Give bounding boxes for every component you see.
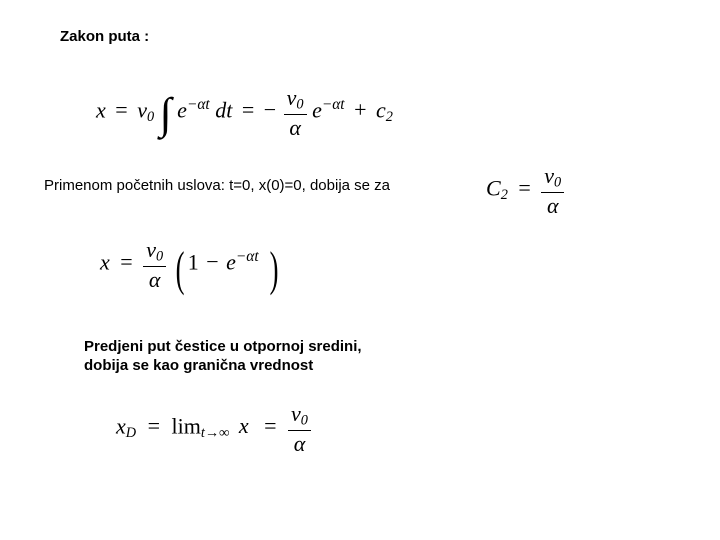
eq4-eq1: = [148, 413, 160, 438]
eq3-e: e [226, 249, 236, 274]
equation-integral: x = v0 ∫ e−αt dt = − v0 α e−αt + c2 [96, 86, 393, 139]
eq1-e2: e [312, 97, 322, 122]
eq1-minus: − [264, 97, 276, 122]
eq1-csub: 2 [386, 109, 393, 125]
eq4-eq2: = [264, 413, 276, 438]
eq4-den: α [288, 431, 311, 455]
eq4-limsub: t→∞ [201, 425, 229, 441]
eq4-x2: x [239, 413, 249, 438]
eq1-dt: dt [215, 97, 232, 122]
eq3-one: 1 [188, 249, 199, 274]
eq4-lim: lim [172, 413, 201, 438]
eq2-vsub: 0 [554, 175, 561, 191]
page: Zakon puta : x = v0 ∫ e−αt dt = − v0 α e… [0, 0, 720, 540]
equation-x-solution: x = v0 α (1 − e−αt ) [100, 238, 282, 291]
text-initial-conditions: Primenom početnih uslova: t=0, x(0)=0, d… [44, 177, 390, 194]
eq1-v: v [137, 97, 147, 122]
eq1-x: x [96, 97, 106, 122]
eq3-v: v [146, 237, 156, 262]
eq4-vsub: 0 [301, 413, 308, 429]
eq3-lpar: ( [175, 253, 184, 287]
eq3-x: x [100, 249, 110, 274]
eq3-rpar: ) [270, 253, 279, 287]
eq1-num-v: v [287, 85, 297, 110]
eq1-eq2: = [242, 97, 254, 122]
eq1-frac: v0 α [284, 86, 307, 139]
eq2-den: α [541, 193, 564, 217]
eq1-plus: + [354, 97, 366, 122]
eq1-den: α [284, 115, 307, 139]
eq1-c: c [376, 97, 386, 122]
equation-c2: C2 = v0 α [486, 164, 564, 217]
eq3-exp: −αt [236, 248, 259, 265]
equation-limit: xD = limt→∞ x = v0 α [116, 402, 311, 455]
eq1-exp2: −αt [322, 96, 345, 113]
eq4-frac: v0 α [288, 402, 311, 455]
eq1-eq1: = [115, 97, 127, 122]
eq1-v-sub: 0 [147, 109, 154, 125]
eq1-exp1: −αt [187, 96, 210, 113]
eq1-num-vsub: 0 [296, 97, 303, 113]
eq2-frac: v0 α [541, 164, 564, 217]
eq3-frac: v0 α [143, 238, 166, 291]
eq3-den: α [143, 267, 166, 291]
eq2-Csub: 2 [501, 187, 508, 203]
heading-zakon-puta: Zakon puta : [60, 28, 149, 45]
text-distance-b: dobija se kao granična vrednost [84, 357, 313, 374]
integral-icon: ∫ [160, 99, 172, 130]
eq4-v: v [291, 401, 301, 426]
eq1-e1: e [177, 97, 187, 122]
text-distance-a: Predjeni put čestice u otpornoj sredini, [84, 338, 362, 355]
eq4-x: x [116, 413, 126, 438]
eq4-D: D [126, 425, 136, 441]
eq3-minus: − [206, 249, 218, 274]
eq2-eq: = [518, 175, 530, 200]
eq2-C: C [486, 175, 501, 200]
eq3-vsub: 0 [156, 249, 163, 265]
eq3-eq: = [120, 249, 132, 274]
eq2-v: v [544, 163, 554, 188]
